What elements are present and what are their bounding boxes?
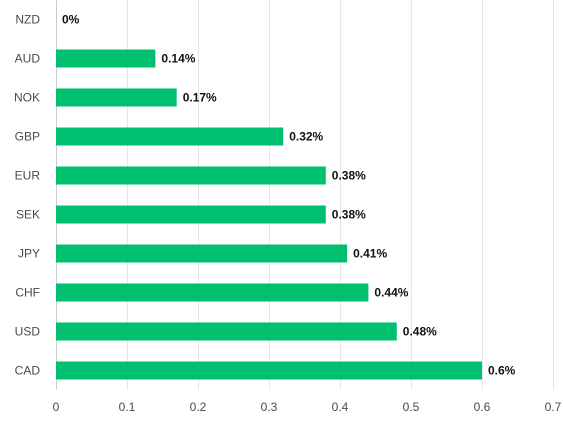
bar-cad: [56, 361, 482, 380]
data-label: 0.41%: [353, 247, 387, 261]
data-label: 0.38%: [332, 208, 366, 222]
x-tick-label: 0.2: [190, 400, 207, 414]
category-label: NOK: [14, 91, 40, 105]
x-tick-label: 0.5: [403, 400, 420, 414]
category-label: USD: [15, 325, 41, 339]
x-tick-label: 0.1: [119, 400, 136, 414]
x-tick-label: 0.7: [545, 400, 562, 414]
bar-usd: [56, 322, 397, 341]
x-tick-label: 0.3: [261, 400, 278, 414]
data-label: 0.32%: [289, 130, 323, 144]
bar-gbp: [56, 127, 284, 146]
category-label: AUD: [15, 52, 41, 66]
bars: [56, 49, 482, 380]
data-label: 0.44%: [374, 286, 408, 300]
category-label: CHF: [15, 286, 40, 300]
x-axis-tick-labels: 0 0.1 0.2 0.3 0.4 0.5 0.6 0.7: [53, 400, 562, 414]
data-label: 0.14%: [161, 52, 195, 66]
data-label: 0.38%: [332, 169, 366, 183]
category-label: GBP: [15, 130, 40, 144]
bar-jpy: [56, 244, 348, 263]
data-labels: 0% 0.14% 0.17% 0.32% 0.38% 0.38% 0.41% 0.44% 0.4…: [62, 13, 516, 378]
data-label: 0.48%: [403, 325, 437, 339]
x-tick-label: 0.4: [332, 400, 349, 414]
bar-sek: [56, 205, 326, 224]
category-label: JPY: [18, 247, 40, 261]
x-tick-label: 0.6: [474, 400, 491, 414]
data-label: 0.6%: [488, 364, 516, 378]
bar-chf: [56, 283, 369, 302]
category-labels: NZD AUD NOK GBP EUR SEK JPY CHF USD CAD: [14, 13, 40, 378]
category-label: EUR: [15, 169, 41, 183]
bar-nok: [56, 88, 177, 107]
category-label: NZD: [15, 13, 40, 27]
category-label: CAD: [15, 364, 41, 378]
data-label: 0%: [62, 13, 80, 27]
category-label: SEK: [16, 208, 40, 222]
x-tick-label: 0: [53, 400, 60, 414]
bar-aud: [56, 49, 156, 68]
data-label: 0.17%: [183, 91, 217, 105]
bar-eur: [56, 166, 326, 185]
